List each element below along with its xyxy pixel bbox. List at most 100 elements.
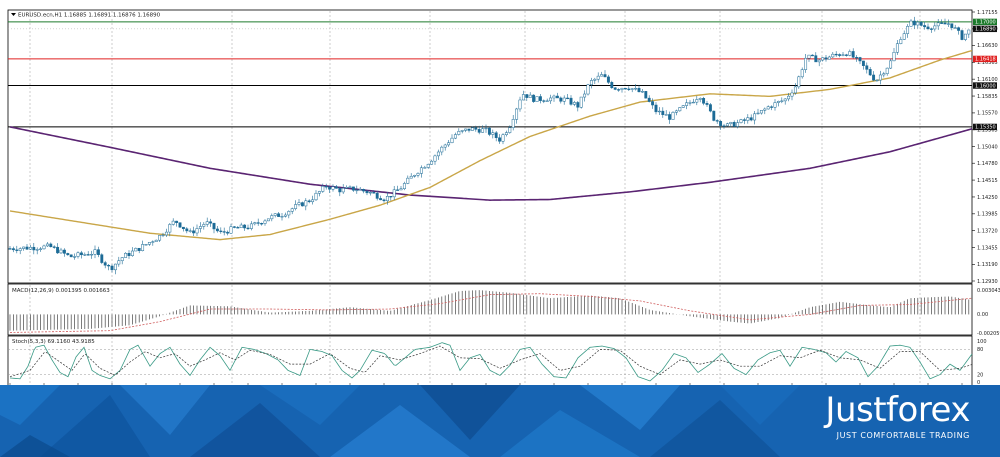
candle xyxy=(940,19,944,25)
candle xyxy=(426,163,430,169)
candle xyxy=(596,72,600,83)
price-pane[interactable]: 1.17155 1.16890 1.16630 1.16365 1.16100 1.158… xyxy=(7,9,998,285)
candle xyxy=(678,107,682,112)
macd-signal-line xyxy=(9,293,973,333)
candle xyxy=(362,188,366,194)
candle xyxy=(569,95,573,106)
candlestick-series xyxy=(8,16,971,275)
candle xyxy=(671,111,675,120)
stochastic-pane[interactable]: 100 80 20 0 Stoch(5,3,3) 69.1160 43.9185 xyxy=(7,335,987,385)
candle xyxy=(334,184,338,189)
candle xyxy=(8,246,12,250)
chart-area[interactable]: 1.17155 1.16890 1.16630 1.16365 1.16100 1.158… xyxy=(0,0,1000,385)
candle xyxy=(113,263,117,275)
macd-pane[interactable]: 0.003043 0.00 -0.002059 MACD(12,26,9) 0.00… xyxy=(7,283,1000,337)
candle xyxy=(348,185,352,189)
candle xyxy=(460,129,464,134)
candle xyxy=(865,62,869,74)
candle xyxy=(610,80,614,89)
candle xyxy=(314,190,318,202)
candle xyxy=(263,219,267,226)
candle xyxy=(882,71,886,78)
candle xyxy=(110,264,114,273)
candle xyxy=(933,22,937,32)
time-axis: 14 Aug 201815 Aug 03:0015 Aug 11:0015 Au… xyxy=(9,383,963,385)
candle xyxy=(508,125,512,134)
candle xyxy=(253,221,257,226)
candle xyxy=(634,84,638,91)
price-tick-label: 1.13455 xyxy=(977,245,998,251)
candle xyxy=(243,224,247,231)
candle xyxy=(491,129,495,139)
candle xyxy=(294,200,298,211)
candle xyxy=(277,211,281,217)
candle xyxy=(651,98,655,109)
candle xyxy=(86,251,90,256)
price-tick-label: 1.15570 xyxy=(977,111,998,117)
candle xyxy=(851,48,855,59)
candle xyxy=(729,121,733,128)
candle xyxy=(946,19,950,27)
candle xyxy=(889,58,893,69)
price-tick-label: 1.15835 xyxy=(977,94,998,100)
candle xyxy=(141,240,145,252)
candle xyxy=(379,195,383,201)
stoch-tick-label: 100 xyxy=(977,339,987,345)
candle xyxy=(416,172,420,178)
candle xyxy=(848,49,852,57)
price-tag: 1.17000 xyxy=(973,18,997,26)
candle xyxy=(90,250,94,259)
candle xyxy=(52,245,56,249)
candle xyxy=(164,228,168,237)
macd-axis: 0.003043 0.00 -0.002059 xyxy=(977,288,1000,337)
macd-tick-label: 0.003043 xyxy=(977,288,1000,294)
price-tick-label: 1.14515 xyxy=(977,178,998,184)
candle xyxy=(256,218,260,226)
candle xyxy=(712,110,716,122)
candle xyxy=(902,30,906,40)
dropdown-triangle-icon[interactable] xyxy=(11,13,16,16)
candle xyxy=(793,83,797,95)
candle xyxy=(117,256,121,267)
candle xyxy=(83,252,87,256)
candle xyxy=(579,96,583,109)
candle xyxy=(732,120,736,128)
candle xyxy=(436,149,440,160)
stoch-signal-line xyxy=(9,345,973,378)
candle xyxy=(899,36,903,45)
candle xyxy=(25,243,29,250)
banner-pattern xyxy=(0,385,800,457)
candle xyxy=(681,104,685,109)
candle xyxy=(583,90,587,102)
candle xyxy=(600,71,604,77)
svg-text:1.16000: 1.16000 xyxy=(975,83,996,89)
candle xyxy=(943,18,947,25)
candle xyxy=(341,184,345,194)
candle xyxy=(355,185,359,194)
candle xyxy=(545,98,549,102)
candle xyxy=(280,213,284,221)
candle xyxy=(385,191,389,205)
candle xyxy=(685,99,689,110)
candle xyxy=(103,260,107,269)
candle xyxy=(433,154,437,165)
candle xyxy=(151,240,155,246)
candle xyxy=(824,54,828,62)
candle xyxy=(96,246,100,258)
candle xyxy=(695,95,699,106)
candle xyxy=(807,54,811,62)
candle xyxy=(440,145,444,156)
candle xyxy=(868,67,872,76)
candle xyxy=(161,232,165,238)
candle xyxy=(402,181,406,191)
stochastic-lines xyxy=(9,342,973,382)
candle xyxy=(484,124,488,133)
candle xyxy=(226,230,230,236)
svg-text:1.17000: 1.17000 xyxy=(975,20,996,26)
candle xyxy=(188,228,192,233)
candle xyxy=(637,85,641,93)
candle xyxy=(56,243,60,254)
candle xyxy=(450,134,454,144)
candle xyxy=(100,253,104,265)
candle xyxy=(124,252,128,258)
